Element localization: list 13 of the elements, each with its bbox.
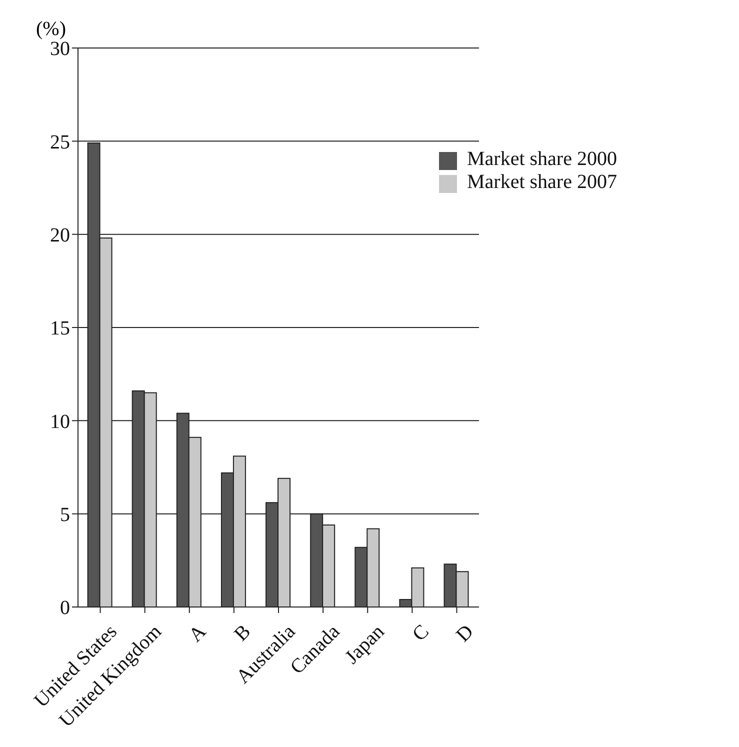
y-axis-title: (%): [36, 18, 66, 41]
x-tick-label: A: [184, 620, 211, 646]
x-tick-label: D: [452, 620, 478, 646]
y-tick-label: 25: [50, 131, 70, 154]
legend-label: Market share 2007: [467, 171, 617, 193]
y-tick-label: 0: [60, 597, 70, 620]
x-tick-label: C: [408, 620, 434, 646]
y-tick-label: 20: [50, 224, 70, 246]
y-tick-label: 5: [60, 504, 70, 526]
y-tick-label: 30: [50, 38, 70, 60]
legend-label: Market share 2000: [467, 148, 617, 170]
y-tick-label: 15: [50, 318, 70, 340]
y-tick-label: 10: [50, 410, 70, 433]
